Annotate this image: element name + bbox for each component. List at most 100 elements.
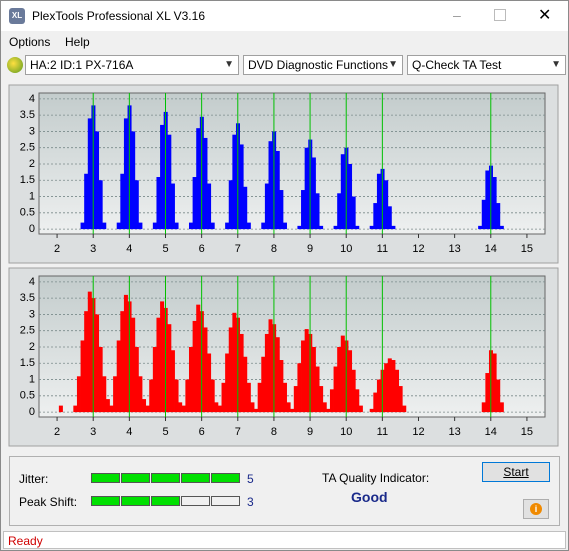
bar bbox=[387, 358, 392, 413]
indicator-label: Peak Shift: bbox=[19, 495, 78, 509]
indicator-label: Jitter: bbox=[19, 472, 49, 486]
level-box bbox=[211, 473, 240, 483]
bar bbox=[170, 350, 175, 413]
y-tick-label: 0 bbox=[29, 406, 35, 418]
bar bbox=[239, 144, 244, 230]
bar bbox=[261, 222, 266, 230]
bar bbox=[326, 408, 331, 413]
bar bbox=[337, 193, 342, 230]
bar bbox=[398, 386, 403, 413]
bar bbox=[203, 327, 208, 413]
minimize-button[interactable]: – bbox=[453, 7, 461, 23]
bar bbox=[134, 180, 139, 230]
bar bbox=[478, 225, 483, 230]
bar bbox=[496, 203, 501, 230]
x-tick-label: 7 bbox=[235, 243, 241, 255]
bar bbox=[373, 392, 378, 413]
bar bbox=[481, 402, 486, 413]
function-text: DVD Diagnostic Functions bbox=[248, 58, 389, 72]
bar bbox=[311, 157, 316, 230]
status-text: Ready bbox=[8, 534, 43, 548]
bar bbox=[210, 222, 215, 230]
x-tick-label: 13 bbox=[449, 426, 461, 438]
bar bbox=[286, 402, 291, 413]
bar bbox=[369, 225, 374, 230]
info-icon: i bbox=[530, 503, 542, 515]
x-tick-label: 4 bbox=[126, 243, 132, 255]
bar bbox=[152, 346, 157, 413]
x-tick-label: 5 bbox=[162, 426, 168, 438]
bar bbox=[221, 382, 226, 413]
bar bbox=[170, 183, 175, 230]
bar bbox=[87, 291, 92, 413]
y-tick-label: 3.5 bbox=[20, 292, 35, 304]
start-button[interactable]: Start bbox=[482, 462, 550, 482]
bar bbox=[225, 222, 230, 230]
bar bbox=[131, 317, 136, 413]
bar bbox=[333, 366, 338, 413]
test-text: Q-Check TA Test bbox=[412, 58, 502, 72]
bar bbox=[188, 346, 194, 413]
bar bbox=[499, 402, 504, 413]
bar bbox=[239, 333, 244, 413]
level-box bbox=[91, 473, 120, 483]
bar bbox=[355, 389, 360, 413]
bar bbox=[264, 183, 269, 230]
x-tick-label: 9 bbox=[307, 243, 313, 255]
bar bbox=[225, 353, 230, 413]
bar bbox=[481, 199, 486, 230]
y-tick-label: 1.5 bbox=[20, 174, 35, 186]
x-tick-label: 8 bbox=[271, 426, 277, 438]
x-tick-label: 2 bbox=[54, 426, 60, 438]
y-tick-label: 3 bbox=[29, 125, 35, 137]
function-select[interactable]: DVD Diagnostic Functions ▼ bbox=[243, 55, 403, 75]
bar bbox=[293, 386, 298, 413]
menu-item[interactable]: Help bbox=[65, 35, 90, 49]
bar bbox=[145, 405, 150, 413]
bar bbox=[301, 190, 306, 230]
bar bbox=[297, 225, 302, 230]
test-select[interactable]: Q-Check TA Test ▼ bbox=[407, 55, 566, 75]
y-tick-label: 1 bbox=[29, 190, 35, 202]
bar bbox=[120, 173, 125, 230]
menu-item[interactable]: Options bbox=[9, 35, 51, 49]
bar bbox=[178, 402, 183, 413]
bar bbox=[492, 353, 497, 413]
x-tick-label: 3 bbox=[90, 426, 96, 438]
y-tick-label: 2 bbox=[29, 158, 35, 170]
y-tick-label: 0.5 bbox=[20, 207, 35, 219]
bar bbox=[167, 324, 172, 413]
info-button[interactable]: i bbox=[523, 499, 549, 519]
bar bbox=[196, 128, 201, 230]
quality-label: TA Quality Indicator: bbox=[322, 471, 430, 485]
bar bbox=[160, 124, 165, 230]
bar bbox=[84, 311, 89, 413]
bar bbox=[395, 369, 400, 413]
bar bbox=[333, 225, 338, 230]
x-tick-label: 10 bbox=[340, 243, 352, 255]
bar bbox=[243, 186, 248, 230]
bar bbox=[384, 363, 389, 413]
bar bbox=[138, 222, 143, 230]
bar bbox=[279, 360, 284, 413]
bar bbox=[196, 304, 201, 413]
close-button[interactable]: ✕ bbox=[538, 7, 552, 24]
x-tick-label: 12 bbox=[412, 426, 424, 438]
bar bbox=[243, 356, 248, 413]
x-tick-label: 5 bbox=[162, 243, 168, 255]
drive-select[interactable]: HA:2 ID:1 PX-716A ▼ bbox=[25, 55, 239, 75]
maximize-button[interactable] bbox=[494, 9, 506, 21]
x-tick-label: 11 bbox=[377, 243, 388, 255]
bar bbox=[246, 382, 251, 413]
bar bbox=[369, 408, 374, 413]
bar bbox=[290, 408, 295, 413]
window-title: PlexTools Professional XL V3.16 bbox=[32, 9, 205, 23]
bar bbox=[322, 402, 327, 413]
bar bbox=[232, 312, 237, 413]
bar bbox=[185, 379, 190, 413]
y-tick-label: 3.5 bbox=[20, 109, 35, 121]
y-tick-label: 0.5 bbox=[20, 390, 35, 402]
y-tick-label: 1 bbox=[29, 373, 35, 385]
bar bbox=[492, 177, 497, 230]
